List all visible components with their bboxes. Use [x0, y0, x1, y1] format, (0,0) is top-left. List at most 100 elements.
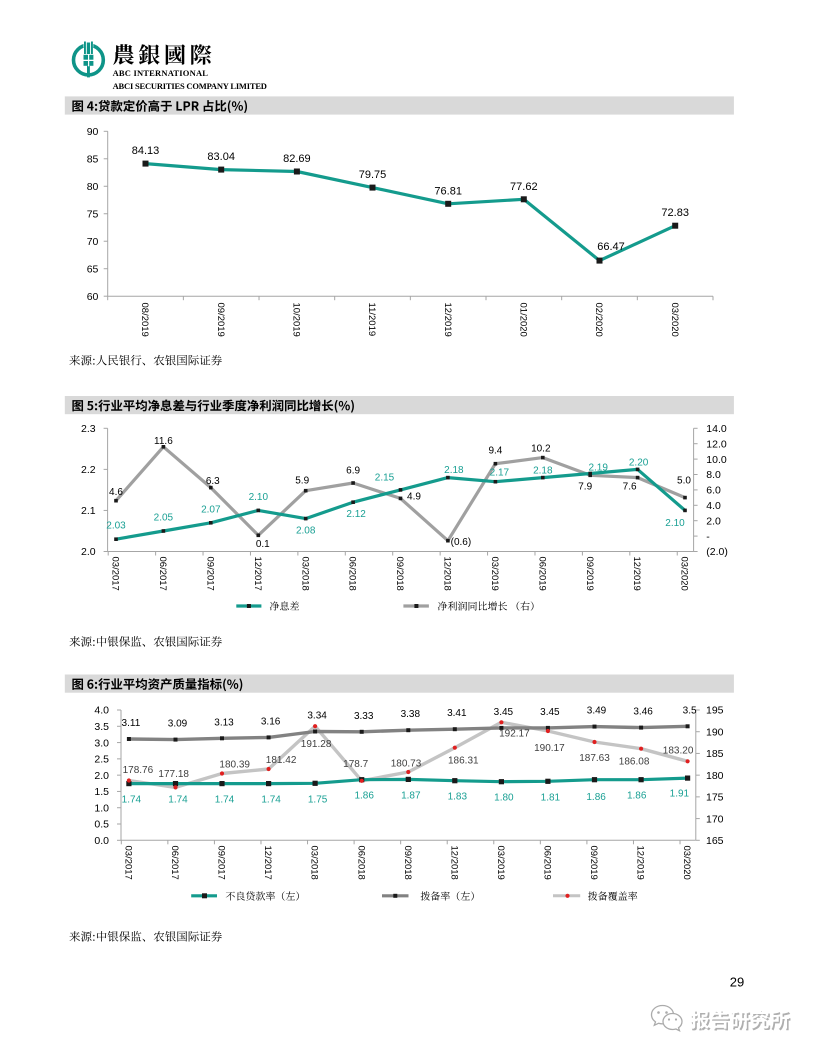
svg-text:2.07: 2.07 — [201, 504, 221, 515]
svg-text:10/2019: 10/2019 — [291, 303, 302, 337]
svg-text:82.69: 82.69 — [283, 153, 311, 165]
svg-text:09/2019: 09/2019 — [215, 303, 226, 337]
svg-text:3.0: 3.0 — [94, 737, 109, 749]
svg-text:1.81: 1.81 — [541, 792, 561, 803]
svg-text:3.38: 3.38 — [401, 709, 421, 720]
svg-text:06/2018: 06/2018 — [347, 557, 358, 591]
svg-text:190.17: 190.17 — [534, 743, 565, 754]
svg-text:3.49: 3.49 — [587, 706, 607, 717]
svg-text:165: 165 — [706, 835, 724, 847]
svg-text:2.19: 2.19 — [588, 463, 608, 474]
svg-text:03/2017: 03/2017 — [123, 846, 134, 880]
svg-text:10.2: 10.2 — [531, 444, 551, 455]
svg-text:12/2017: 12/2017 — [252, 557, 263, 591]
svg-text:4.6: 4.6 — [109, 487, 123, 498]
svg-text:177.18: 177.18 — [158, 769, 189, 780]
svg-text:90: 90 — [87, 126, 99, 138]
svg-text:2.3: 2.3 — [81, 423, 96, 435]
svg-text:03/2017: 03/2017 — [110, 557, 121, 591]
svg-text:180.39: 180.39 — [219, 760, 250, 771]
svg-text:03/2020: 03/2020 — [669, 303, 680, 337]
svg-text:2.0: 2.0 — [81, 546, 96, 558]
svg-text:60: 60 — [87, 291, 99, 303]
svg-text:09/2018: 09/2018 — [394, 557, 405, 591]
svg-text:2.0: 2.0 — [706, 515, 721, 527]
svg-text:3.13: 3.13 — [214, 717, 234, 728]
svg-text:1.75: 1.75 — [308, 794, 328, 805]
svg-text:1.86: 1.86 — [627, 790, 647, 801]
svg-text:09/2019: 09/2019 — [584, 557, 595, 591]
svg-text:12/2019: 12/2019 — [635, 846, 646, 880]
svg-text:14.0: 14.0 — [706, 423, 727, 435]
svg-text:0.0: 0.0 — [94, 835, 109, 847]
svg-text:ABCI SECURITIES COMPANY LIMITE: ABCI SECURITIES COMPANY LIMITED — [113, 81, 267, 91]
svg-text:2.10: 2.10 — [665, 518, 685, 529]
svg-text:5.0: 5.0 — [677, 476, 691, 487]
svg-text:03/2018: 03/2018 — [299, 557, 310, 591]
svg-text:09/2019: 09/2019 — [588, 846, 599, 880]
svg-text:79.75: 79.75 — [359, 169, 387, 181]
svg-text:09/2017: 09/2017 — [216, 846, 227, 880]
svg-text:0.5: 0.5 — [94, 819, 109, 831]
svg-text:2.2: 2.2 — [81, 464, 96, 476]
svg-text:66.47: 66.47 — [597, 241, 625, 253]
svg-text:29: 29 — [730, 975, 744, 990]
svg-text:7.9: 7.9 — [578, 481, 592, 492]
svg-text:09/2017: 09/2017 — [204, 557, 215, 591]
svg-text:08/2019: 08/2019 — [139, 303, 150, 337]
svg-text:(2.0): (2.0) — [706, 546, 728, 558]
svg-text:180.73: 180.73 — [391, 759, 422, 770]
svg-text:1.74: 1.74 — [122, 795, 142, 806]
svg-text:(0.6): (0.6) — [451, 537, 472, 548]
svg-text:10.0: 10.0 — [706, 454, 727, 466]
svg-text:6.3: 6.3 — [206, 476, 220, 487]
svg-text:12.0: 12.0 — [706, 438, 727, 450]
svg-text:ABC INTERNATIONAL: ABC INTERNATIONAL — [113, 68, 209, 78]
svg-text:1.83: 1.83 — [448, 792, 468, 803]
svg-text:75: 75 — [87, 208, 99, 220]
svg-text:175: 175 — [706, 792, 724, 804]
svg-text:2.08: 2.08 — [296, 526, 316, 537]
svg-text:01/2020: 01/2020 — [517, 303, 528, 337]
svg-text:70: 70 — [87, 236, 99, 248]
svg-text:03/2020: 03/2020 — [679, 557, 690, 591]
svg-text:06/2019: 06/2019 — [542, 846, 553, 880]
svg-text:191.28: 191.28 — [301, 739, 332, 750]
svg-text:72.83: 72.83 — [661, 207, 689, 219]
svg-text:1.86: 1.86 — [586, 792, 606, 803]
svg-text:11.6: 11.6 — [154, 436, 173, 447]
svg-text:77.62: 77.62 — [510, 181, 538, 193]
svg-text:2.1: 2.1 — [81, 505, 96, 517]
svg-text:2.0: 2.0 — [94, 770, 109, 782]
svg-text:03/2019: 03/2019 — [495, 846, 506, 880]
svg-text:3.46: 3.46 — [633, 707, 653, 718]
svg-text:12/2019: 12/2019 — [442, 303, 453, 337]
svg-text:09/2018: 09/2018 — [402, 846, 413, 880]
svg-text:3.09: 3.09 — [168, 719, 188, 730]
svg-text:2.10: 2.10 — [249, 492, 269, 503]
svg-text:83.04: 83.04 — [207, 151, 235, 163]
svg-text:0.1: 0.1 — [256, 539, 270, 550]
svg-text:1.5: 1.5 — [94, 786, 109, 798]
svg-text:4.0: 4.0 — [94, 705, 109, 717]
svg-text:1.91: 1.91 — [670, 789, 690, 800]
svg-text:180: 180 — [706, 770, 724, 782]
svg-text:84.13: 84.13 — [132, 145, 160, 157]
svg-text:186.08: 186.08 — [619, 757, 650, 768]
svg-text:2.5: 2.5 — [94, 754, 109, 766]
svg-text:2.20: 2.20 — [629, 457, 649, 468]
svg-text:183.20: 183.20 — [663, 746, 694, 757]
svg-text:6.9: 6.9 — [346, 466, 360, 477]
svg-text:06/2019: 06/2019 — [536, 557, 547, 591]
svg-text:178.7: 178.7 — [343, 759, 368, 770]
svg-text:12/2019: 12/2019 — [631, 557, 642, 591]
svg-text:185: 185 — [706, 748, 724, 760]
svg-text:1.86: 1.86 — [354, 791, 374, 802]
svg-text:3.11: 3.11 — [122, 718, 141, 729]
svg-text:2.17: 2.17 — [490, 468, 510, 479]
svg-text:3.16: 3.16 — [261, 716, 281, 727]
svg-text:02/2020: 02/2020 — [593, 303, 604, 337]
svg-text:192.17: 192.17 — [499, 728, 530, 739]
svg-text:195: 195 — [706, 705, 724, 717]
svg-text:2.18: 2.18 — [533, 466, 553, 477]
